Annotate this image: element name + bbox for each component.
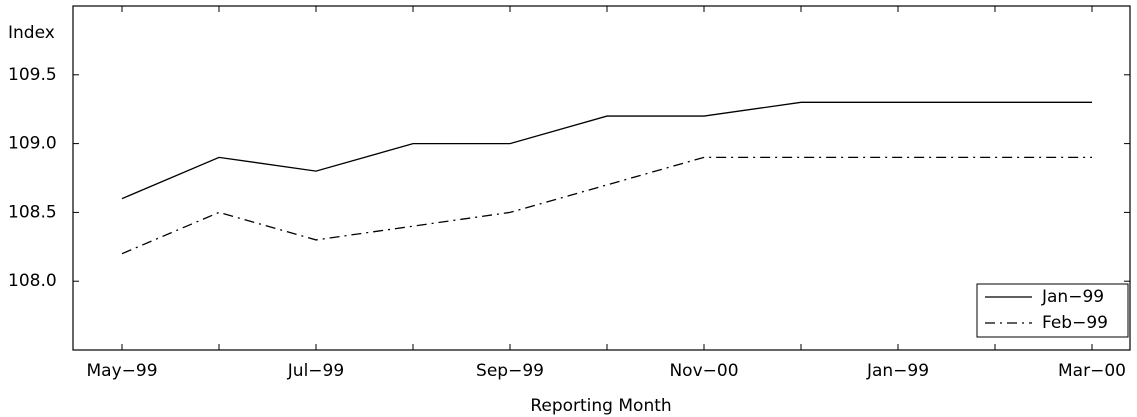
y-axis-label: Index <box>8 23 55 43</box>
y-tick-label: 108.0 <box>8 271 57 291</box>
x-tick-label: Nov−00 <box>669 361 738 381</box>
x-tick-label: Jul−99 <box>287 361 344 381</box>
plot-frame <box>72 5 1131 351</box>
y-tick-label: 109.5 <box>8 65 57 85</box>
legend-label: Jan−99 <box>1041 287 1104 307</box>
y-tick-label: 108.5 <box>8 202 57 222</box>
legend-box <box>976 283 1129 338</box>
x-tick-label: Mar−00 <box>1058 361 1126 381</box>
series-line <box>121 101 1092 200</box>
x-tick-label: Sep−99 <box>476 361 544 381</box>
x-tick-label: Jan−99 <box>866 361 929 381</box>
y-tick-label: 109.0 <box>8 134 57 154</box>
x-tick-label: May−99 <box>86 361 157 381</box>
x-axis-label: Reporting Month <box>530 396 671 416</box>
legend-label: Feb−99 <box>1042 313 1108 333</box>
series-line <box>121 156 1092 255</box>
